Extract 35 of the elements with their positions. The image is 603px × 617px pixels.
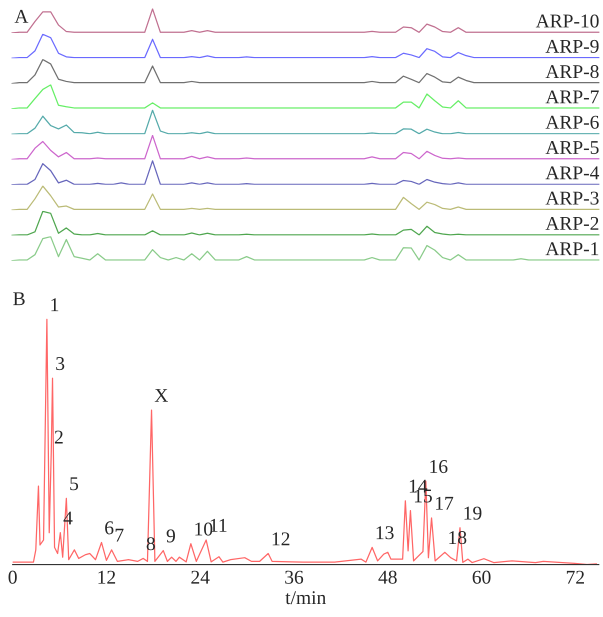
series-label: ARP-1 (546, 242, 598, 256)
annotation: 5 (70, 477, 78, 490)
annotation: 13 (376, 526, 394, 540)
series-label: ARP-5 (546, 141, 599, 154)
x-tick-label: 36 (285, 570, 304, 584)
x-tick-label: 12 (98, 570, 116, 584)
chart-title: B (13, 292, 25, 306)
annotation: 11 (210, 518, 226, 532)
x-axis-title: t/min (285, 591, 326, 604)
x-tick-label: 48 (378, 570, 397, 584)
series-label: ARP-7 (546, 90, 599, 104)
chart-title: A (14, 10, 28, 23)
series-label: ARP-4 (546, 166, 600, 180)
annotation: 16 (430, 460, 448, 474)
annotation: 2 (54, 430, 63, 444)
series-label: ARP-2 (546, 216, 598, 230)
x-tick-label: 60 (472, 570, 491, 584)
annotation: 7 (116, 528, 124, 542)
series-label: ARP-6 (546, 116, 599, 129)
x-tick-label: 24 (191, 570, 210, 584)
annotation: 1 (51, 298, 58, 312)
annotation: X (154, 389, 168, 402)
series-label: ARP-10 (536, 14, 599, 28)
annotation: 3 (56, 357, 64, 370)
series-label: ARP-3 (546, 192, 599, 205)
x-tick-label: 72 (566, 570, 584, 584)
annotation: 10 (195, 522, 212, 536)
x-tick-label: 0 (8, 570, 17, 584)
series-label: ARP-9 (546, 40, 599, 53)
annotation: 19 (464, 506, 482, 520)
series-label: ARP-8 (546, 65, 599, 78)
annotation: 12 (272, 532, 290, 546)
annotation: 17 (436, 496, 454, 510)
annotation: 6 (105, 521, 114, 534)
annotation: 9 (166, 529, 175, 542)
